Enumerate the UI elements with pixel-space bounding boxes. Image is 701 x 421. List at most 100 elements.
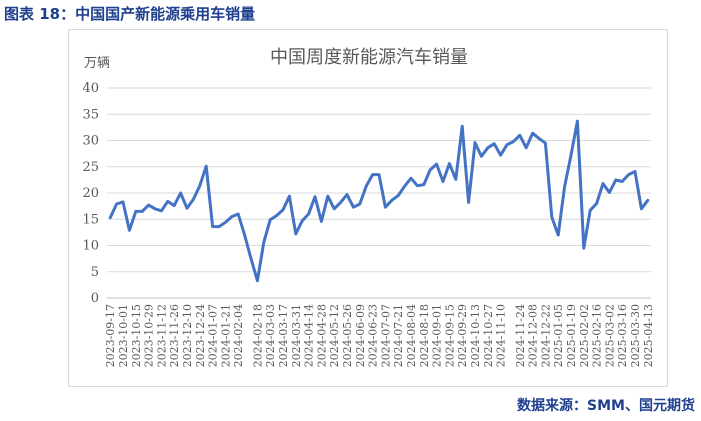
x-tick-label: 2025-03-02	[603, 304, 616, 367]
data-point	[384, 205, 387, 209]
data-point	[493, 142, 496, 145]
data-point	[166, 200, 169, 203]
data-point	[217, 225, 221, 228]
x-tick-label: 2025-02-02	[578, 304, 591, 367]
data-point	[486, 146, 489, 150]
x-tick-label: 2024-09-29	[456, 304, 469, 367]
x-tick-label: 2024-05-26	[341, 304, 354, 367]
x-tick-label: 2025-01-19	[565, 304, 578, 367]
data-point	[371, 173, 374, 176]
x-tick-label: 2024-05-12	[328, 304, 341, 367]
data-point	[633, 170, 637, 173]
x-tick-label: 2024-08-04	[405, 304, 418, 367]
data-point	[589, 209, 592, 212]
x-tick-label: 2024-11-24	[514, 304, 527, 367]
data-point	[518, 134, 521, 137]
data-point	[563, 185, 566, 188]
y-tick-label: 40	[82, 81, 99, 96]
x-tick-label: 2024-10-13	[469, 304, 482, 367]
x-tick-label: 2024-01-07	[207, 304, 220, 367]
data-point	[301, 219, 304, 223]
x-tick-label: 2024-07-07	[379, 304, 392, 367]
x-tick-label: 2024-06-23	[367, 304, 380, 367]
figure-caption: 图表 18：中国国产新能源乘用车销量	[4, 5, 256, 23]
data-point	[179, 191, 182, 195]
y-tick-label: 30	[82, 134, 99, 149]
x-tick-label: 2023-11-12	[155, 304, 168, 367]
data-point	[595, 202, 598, 205]
data-point	[134, 210, 137, 213]
data-point	[147, 203, 150, 207]
data-point	[128, 229, 131, 232]
data-point	[429, 168, 432, 172]
y-tick-label: 25	[82, 160, 99, 175]
x-tick-label: 2025-01-05	[552, 304, 565, 367]
data-point	[544, 141, 547, 145]
data-point	[505, 143, 509, 146]
data-point	[416, 184, 419, 187]
x-tick-label: 2024-08-18	[418, 304, 431, 367]
y-tick-label: 5	[91, 265, 99, 280]
data-point	[435, 162, 438, 166]
data-point	[224, 221, 227, 224]
data-point	[557, 233, 560, 237]
x-tick-label: 2024-04-28	[315, 304, 328, 367]
data-point	[294, 232, 297, 236]
x-tick-label: 2024-12-22	[539, 304, 552, 367]
y-tick-label: 0	[91, 291, 99, 306]
data-point	[192, 198, 195, 201]
x-tick-label: 2024-06-09	[354, 304, 367, 367]
series-layer	[108, 119, 650, 283]
data-point	[237, 212, 240, 216]
data-point	[269, 218, 272, 221]
data-point	[409, 177, 413, 180]
x-tick-label: 2024-01-21	[219, 304, 232, 367]
x-tick-label: 2024-12-08	[527, 304, 540, 367]
data-point	[320, 220, 323, 223]
data-point	[640, 207, 643, 210]
data-point	[441, 180, 445, 183]
data-point	[339, 201, 342, 204]
x-tick-label: 2023-12-10	[181, 304, 194, 367]
data-point	[531, 131, 534, 135]
x-tick-label: 2023-10-29	[143, 304, 156, 367]
x-tick-label: 2024-11-10	[495, 304, 508, 367]
x-tick-label: 2024-10-27	[482, 304, 495, 367]
x-tick-label: 2024-09-15	[443, 304, 456, 367]
y-tick-label: 15	[82, 212, 99, 227]
x-tick-label: 2024-04-14	[303, 304, 316, 367]
data-point	[614, 178, 617, 182]
data-point	[275, 214, 278, 217]
data-point	[403, 184, 406, 188]
x-tick-label: 2023-11-26	[168, 304, 181, 367]
data-point	[448, 162, 451, 165]
data-point	[608, 191, 611, 194]
data-point	[345, 193, 349, 196]
data-point	[390, 199, 393, 202]
data-point	[205, 165, 208, 168]
x-tick-label: 2024-02-04	[232, 304, 245, 367]
data-point	[141, 210, 144, 213]
series-line	[108, 119, 650, 283]
data-point	[525, 146, 528, 150]
data-point	[422, 183, 425, 186]
data-point	[109, 216, 112, 219]
x-tick-label: 2023-12-24	[194, 304, 207, 367]
x-tick-label: 2024-03-31	[290, 304, 303, 367]
data-point	[550, 215, 553, 219]
x-tick-label: 2024-02-18	[251, 304, 264, 367]
data-point	[499, 154, 502, 157]
data-point	[211, 225, 214, 228]
data-point	[326, 194, 329, 198]
x-tick-label: 2025-02-16	[591, 304, 604, 367]
data-point	[352, 205, 355, 209]
y-tick-label: 35	[82, 107, 99, 122]
x-tick-label: 2025-03-30	[629, 304, 642, 367]
data-point	[621, 180, 624, 183]
data-point	[230, 215, 233, 218]
grid-layer	[107, 87, 651, 299]
data-point	[576, 119, 579, 123]
data-point	[454, 178, 457, 181]
y-tick-label: 10	[82, 239, 99, 254]
data-point	[397, 194, 400, 197]
